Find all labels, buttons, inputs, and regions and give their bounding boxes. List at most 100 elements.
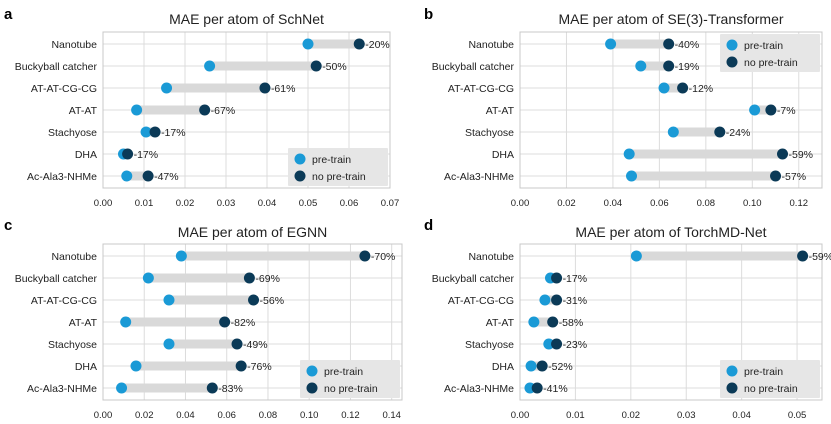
nopretrain-point bbox=[536, 360, 548, 372]
pretrain-point bbox=[130, 360, 142, 372]
x-tick-label: 0.00 bbox=[94, 410, 113, 421]
nopretrain-point bbox=[206, 382, 218, 394]
pretrain-point bbox=[116, 382, 128, 394]
nopretrain-point bbox=[142, 170, 154, 182]
legend-box bbox=[300, 360, 400, 398]
legend-nopretrain-marker bbox=[294, 170, 306, 182]
category-label: AT-AT-CG-CG bbox=[31, 295, 97, 307]
pretrain-point bbox=[623, 148, 635, 160]
category-label: Buckyball catcher bbox=[15, 273, 98, 285]
pretrain-point bbox=[120, 316, 132, 328]
panel-c: c MAE per atom of EGNN 0.00 0.02 0.04 0.06 0.0… bbox=[4, 217, 403, 421]
panel-letter: b bbox=[424, 6, 433, 23]
nopretrain-point bbox=[235, 360, 247, 372]
pretrain-point bbox=[525, 360, 537, 372]
plot-frame bbox=[102, 31, 391, 189]
nopretrain-point bbox=[531, 382, 543, 394]
legend-pretrain-label: pre-train bbox=[744, 366, 783, 378]
category-label: AT-AT bbox=[69, 105, 98, 117]
category-label: Stachyose bbox=[465, 339, 514, 351]
x-tick-label: 0.08 bbox=[697, 198, 716, 209]
x-tick-label: 0.06 bbox=[217, 410, 236, 421]
panel-d: d MAE per atom of TorchMD-Net 0.00 0.01 0.02… bbox=[424, 217, 831, 421]
category-label: Ac-Ala3-NHMe bbox=[444, 383, 514, 395]
chart-title: MAE per atom of EGNN bbox=[178, 224, 327, 240]
pretrain-point bbox=[121, 170, 133, 182]
x-tick-label: 0.10 bbox=[300, 410, 319, 421]
nopretrain-point bbox=[243, 272, 255, 284]
x-tick-label: 0.02 bbox=[135, 410, 154, 421]
nopretrain-point bbox=[663, 60, 675, 72]
legend-nopretrain-label: no pre-train bbox=[744, 383, 798, 395]
panel-b: b MAE per atom of SE(3)-Transformer 0.00 0.… bbox=[424, 6, 823, 209]
category-label: DHA bbox=[492, 149, 514, 161]
panel-letter: a bbox=[4, 6, 13, 23]
category-label: DHA bbox=[492, 361, 514, 373]
legend-nopretrain-marker bbox=[726, 382, 738, 394]
x-tick-label: 0.07 bbox=[381, 198, 400, 209]
reduction-label: -20% bbox=[365, 39, 390, 51]
category-label: AT-AT-CG-CG bbox=[448, 83, 514, 95]
x-tick-label: 0.04 bbox=[176, 410, 195, 421]
nopretrain-point bbox=[310, 60, 322, 72]
reduction-label: -82% bbox=[231, 317, 256, 329]
legend-pretrain-label: pre-train bbox=[324, 366, 363, 378]
plot-frame bbox=[519, 31, 823, 189]
category-label: AT-AT bbox=[69, 317, 98, 329]
category-label: Nanotube bbox=[468, 251, 514, 263]
reduction-label: -7% bbox=[777, 105, 796, 117]
pretrain-point bbox=[749, 104, 761, 116]
pretrain-point bbox=[658, 82, 670, 94]
x-tick-label: 0.08 bbox=[259, 410, 278, 421]
x-tick-label: 0.02 bbox=[622, 410, 641, 421]
nopretrain-point bbox=[219, 316, 231, 328]
reduction-label: -41% bbox=[543, 383, 568, 395]
x-tick-label: 0.14 bbox=[382, 410, 401, 421]
legend: pre-train no pre-train bbox=[720, 360, 820, 398]
chart-title: MAE per atom of SchNet bbox=[169, 11, 324, 27]
pretrain-point bbox=[605, 38, 617, 50]
reduction-label: -17% bbox=[563, 273, 588, 285]
legend: pre-train no pre-train bbox=[720, 34, 820, 72]
legend-box bbox=[288, 148, 388, 186]
pretrain-point bbox=[142, 272, 154, 284]
pretrain-point bbox=[667, 126, 679, 138]
legend: pre-train no pre-train bbox=[288, 148, 388, 186]
legend-pretrain-label: pre-train bbox=[744, 40, 783, 52]
reduction-label: -31% bbox=[563, 295, 588, 307]
pretrain-point bbox=[302, 38, 314, 50]
category-label: DHA bbox=[75, 361, 97, 373]
legend-box bbox=[720, 34, 820, 72]
pretrain-point bbox=[528, 316, 540, 328]
panel-letter: c bbox=[4, 217, 12, 234]
reduction-label: -58% bbox=[559, 317, 584, 329]
reduction-label: -69% bbox=[255, 273, 280, 285]
x-tick-label: 0.00 bbox=[511, 410, 530, 421]
pretrain-point bbox=[163, 294, 175, 306]
pretrain-point bbox=[626, 170, 638, 182]
x-tick-label: 0.01 bbox=[135, 198, 154, 209]
x-tick-label: 0.04 bbox=[732, 410, 751, 421]
category-label: AT-AT-CG-CG bbox=[31, 83, 97, 95]
nopretrain-point bbox=[248, 294, 260, 306]
nopretrain-point bbox=[770, 170, 782, 182]
x-tick-label: 0.06 bbox=[650, 198, 669, 209]
panel-letter: d bbox=[424, 217, 433, 234]
nopretrain-point bbox=[797, 250, 809, 262]
category-label: Ac-Ala3-NHMe bbox=[27, 171, 97, 183]
x-tick-label: 0.01 bbox=[566, 410, 585, 421]
nopretrain-point bbox=[122, 148, 134, 160]
x-tick-label: 0.03 bbox=[217, 198, 236, 209]
category-label: AT-AT bbox=[486, 317, 515, 329]
legend-pretrain-marker bbox=[306, 365, 318, 377]
legend-pretrain-marker bbox=[726, 39, 738, 51]
reduction-label: -50% bbox=[322, 61, 347, 73]
nopretrain-point bbox=[777, 148, 789, 160]
x-tick-label: 0.12 bbox=[790, 198, 809, 209]
reduction-label: -57% bbox=[782, 171, 807, 183]
nopretrain-point bbox=[359, 250, 371, 262]
x-tick-label: 0.10 bbox=[743, 198, 762, 209]
x-tick-label: 0.04 bbox=[258, 198, 277, 209]
plot-frame bbox=[519, 243, 823, 401]
